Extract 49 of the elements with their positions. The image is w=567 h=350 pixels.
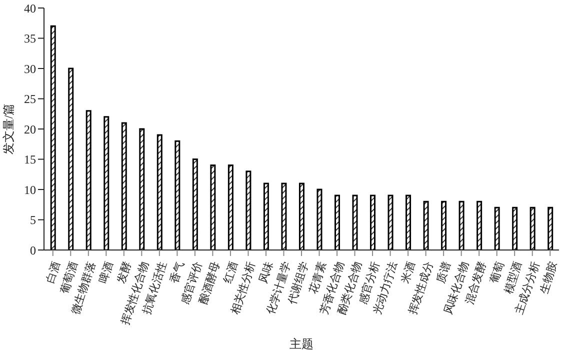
y-tick-label: 10 [24, 182, 36, 197]
bar [210, 164, 216, 250]
bar [441, 200, 447, 250]
bar [139, 128, 145, 250]
y-tick-label: 40 [24, 1, 36, 16]
x-tick-label: 发酵 [115, 260, 134, 285]
y-tick-label: 20 [24, 122, 36, 136]
bar [370, 194, 376, 250]
y-tick-label: 15 [24, 152, 36, 167]
y-tick-label: 25 [24, 92, 36, 106]
bar [458, 200, 464, 250]
bar [281, 182, 287, 250]
x-tick-label: 香气 [168, 260, 187, 285]
bar [86, 110, 92, 250]
x-axis-title: 主题 [290, 337, 314, 350]
bar [548, 206, 554, 250]
bar [316, 188, 322, 250]
y-tick-label: 35 [24, 32, 36, 46]
x-tick-label: 质谱 [434, 260, 454, 285]
x-tick-label: 红酒 [221, 260, 240, 285]
bar [263, 182, 269, 250]
bar [298, 182, 304, 250]
bar [192, 158, 198, 250]
bar [50, 25, 56, 250]
bar [423, 200, 429, 250]
bar [174, 140, 180, 250]
bar [334, 194, 340, 250]
bar [68, 68, 74, 250]
x-tick-label: 白酒 [43, 260, 63, 285]
bar [512, 206, 518, 250]
x-tick-label: 米酒 [398, 260, 418, 285]
bar [228, 164, 234, 250]
bar [388, 194, 394, 250]
bar [352, 194, 358, 250]
bar [121, 122, 127, 250]
bar [104, 116, 110, 250]
y-tick-label: 0 [30, 243, 36, 258]
bar [530, 206, 536, 250]
bar [246, 170, 252, 250]
x-tick-label: 葡萄 [487, 260, 507, 285]
y-tick-label: 30 [24, 62, 36, 76]
bar [406, 194, 412, 250]
y-axis-title: 发文量/篇 [1, 103, 16, 155]
x-tick-label: 啤酒 [96, 260, 116, 285]
bar [494, 206, 500, 250]
y-tick-label: 5 [30, 213, 36, 228]
bar [476, 200, 482, 250]
bar [156, 134, 162, 250]
x-tick-label: 风味 [256, 260, 276, 285]
